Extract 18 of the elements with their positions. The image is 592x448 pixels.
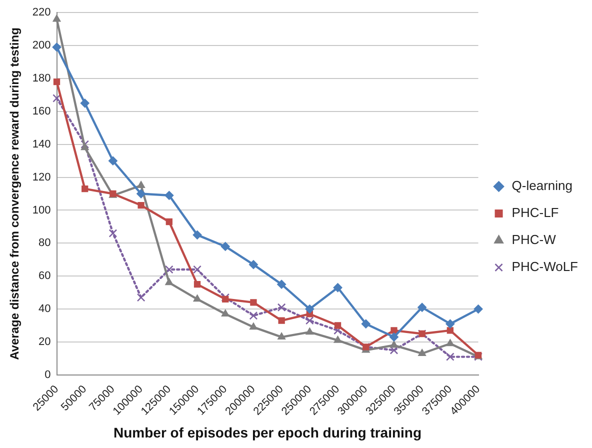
legend-label: Q-learning	[512, 178, 572, 194]
y-tick-label: 140	[32, 138, 51, 150]
y-tick-label: 80	[38, 237, 51, 250]
y-tick-label: 180	[32, 72, 51, 85]
y-tick-label: 0	[44, 368, 51, 381]
y-tick-label: 60	[38, 270, 51, 282]
legend-label: PHC-WoLF	[512, 259, 578, 274]
legend-label: PHC-W	[512, 232, 557, 248]
y-tick-label: 100	[32, 204, 51, 216]
y-tick-label: 220	[32, 6, 51, 19]
y-tick-label: 40	[38, 303, 51, 316]
legend-label: PHC-LF	[512, 205, 559, 220]
x-axis-title: Number of episodes per epoch during training	[114, 424, 422, 440]
y-tick-label: 200	[32, 40, 51, 52]
y-tick-label: 160	[32, 105, 51, 118]
y-axis-title: Average distance from convergence reward during testing	[8, 28, 22, 360]
y-tick-label: 20	[38, 336, 51, 348]
y-tick-label: 120	[32, 171, 51, 184]
